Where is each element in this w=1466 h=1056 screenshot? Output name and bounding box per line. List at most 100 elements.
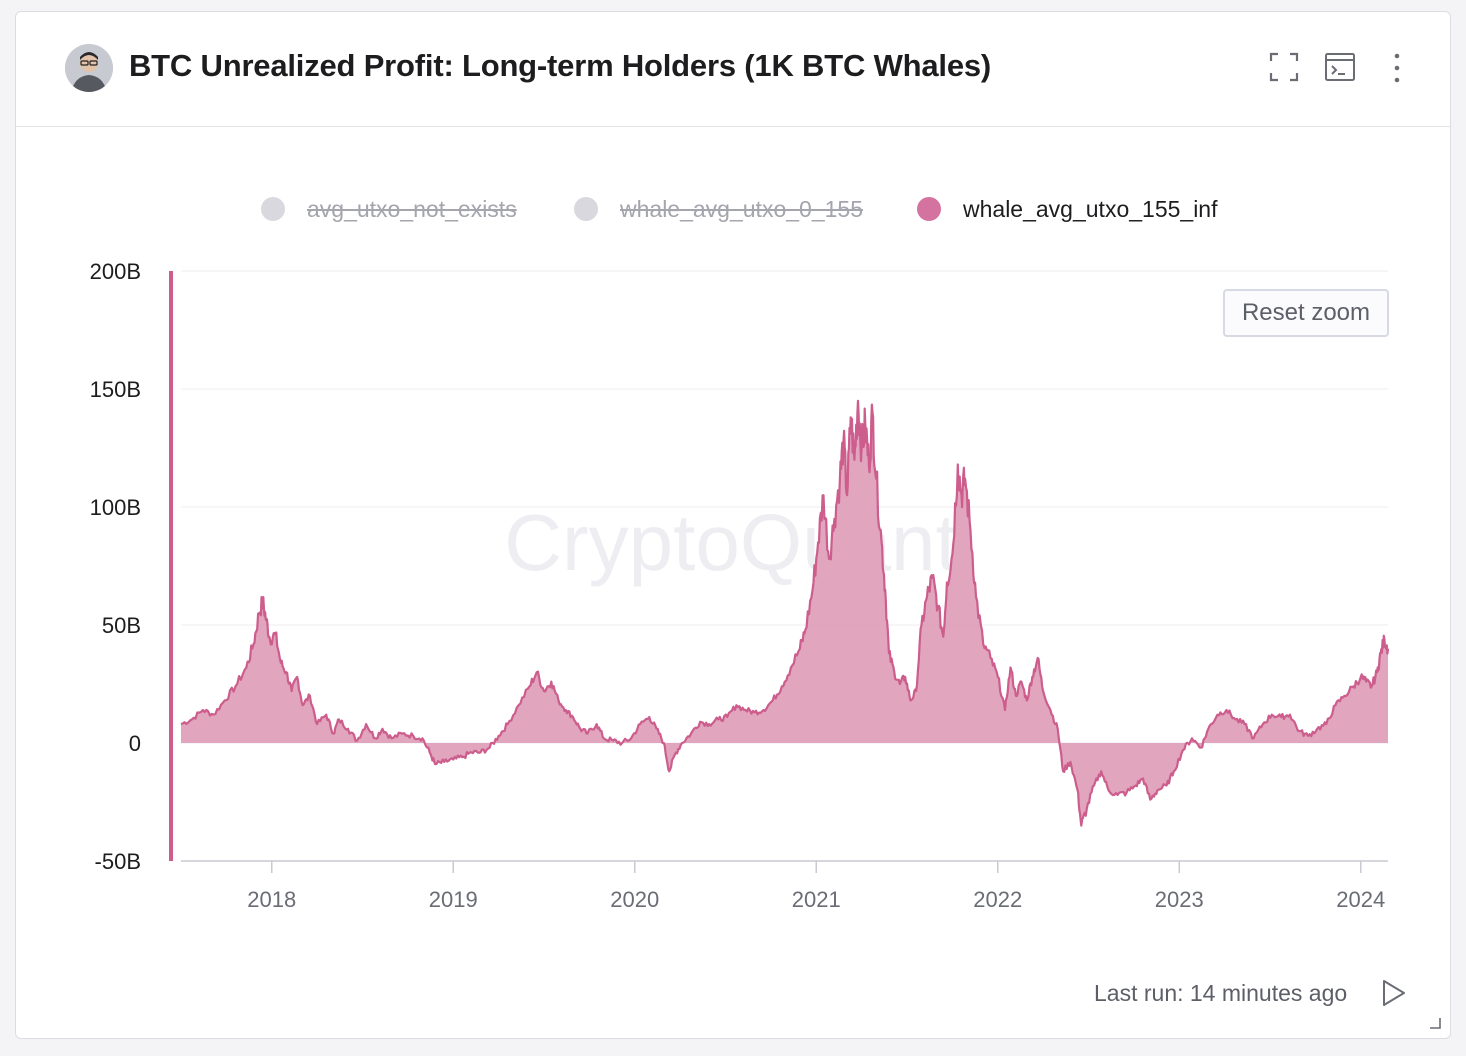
chart-card: BTC Unrealized Profit: Long-term Holders…	[15, 11, 1451, 1039]
x-tick-label: 2018	[247, 887, 296, 912]
reset-zoom-button[interactable]: Reset zoom	[1223, 289, 1389, 337]
data-point	[989, 657, 991, 659]
data-point	[470, 751, 472, 753]
data-point	[915, 690, 917, 692]
data-point	[1271, 714, 1273, 716]
x-tick-label: 2022	[973, 887, 1022, 912]
x-tick-label: 2024	[1336, 887, 1385, 912]
data-point	[957, 463, 959, 465]
data-point	[429, 751, 431, 753]
data-point	[1243, 723, 1245, 725]
data-point	[1009, 666, 1011, 668]
data-point	[1316, 728, 1318, 730]
resize-corner-icon	[1430, 1018, 1441, 1029]
data-point	[1225, 709, 1227, 711]
series-area	[181, 400, 1388, 826]
legend-item-whale-avg-utxo-0-155[interactable]: whale_avg_utxo_0_155	[574, 192, 863, 226]
legend-label: whale_avg_utxo_0_155	[620, 195, 863, 222]
data-point	[888, 652, 890, 654]
data-point	[864, 423, 866, 425]
x-tick-label: 2021	[792, 887, 841, 912]
data-point	[639, 723, 641, 725]
data-point	[850, 416, 852, 418]
data-point	[982, 643, 984, 645]
data-point	[595, 723, 597, 725]
legend-label: avg_utxo_not_exists	[307, 195, 517, 222]
data-point	[799, 647, 801, 649]
data-point	[1069, 761, 1071, 763]
avatar-image	[65, 44, 113, 92]
data-point	[753, 711, 755, 713]
more-options-button[interactable]	[1381, 50, 1415, 84]
data-point	[1015, 695, 1017, 697]
data-point	[517, 704, 519, 706]
data-point	[964, 478, 966, 480]
data-point	[1057, 728, 1059, 730]
data-point	[1031, 676, 1033, 678]
data-point	[1216, 714, 1218, 716]
data-point	[280, 662, 282, 664]
data-point	[1107, 789, 1109, 791]
data-point	[1165, 784, 1167, 786]
data-point	[274, 633, 276, 635]
data-point	[1325, 723, 1327, 725]
legend-dot-icon	[917, 197, 941, 221]
author-avatar[interactable]	[65, 44, 113, 92]
data-point	[969, 529, 971, 531]
data-point	[960, 494, 962, 496]
data-point	[550, 680, 552, 682]
data-point	[497, 735, 499, 737]
data-point	[655, 728, 657, 730]
data-point	[942, 636, 944, 638]
last-run-text: Last run: 14 minutes ago	[1094, 980, 1348, 1006]
data-point	[762, 709, 764, 711]
data-point	[674, 754, 676, 756]
data-point	[612, 739, 614, 741]
legend-item-avg-utxo-not-exists[interactable]: avg_utxo_not_exists	[261, 192, 517, 226]
data-point	[1360, 676, 1362, 678]
data-point	[926, 596, 928, 598]
fullscreen-button[interactable]	[1267, 50, 1301, 84]
chart-plot[interactable]: CryptoQuant 200B 150B 100B 50B 0 -50B 2018 2019 2…	[16, 12, 1452, 1040]
data-point	[1042, 690, 1044, 692]
data-point	[180, 723, 182, 725]
data-point	[1004, 709, 1006, 711]
data-point	[946, 581, 948, 583]
data-point	[860, 447, 862, 449]
watermark: CryptoQuant	[504, 498, 958, 587]
data-point	[213, 714, 215, 716]
data-point	[543, 690, 545, 692]
data-point	[880, 541, 882, 543]
run-query-button[interactable]	[1378, 978, 1408, 1008]
fullscreen-icon	[1269, 52, 1299, 82]
data-point	[853, 459, 855, 461]
data-point	[868, 463, 870, 465]
data-point	[1343, 695, 1345, 697]
data-point	[1037, 657, 1039, 659]
legend-dot-icon	[574, 197, 598, 221]
data-point	[285, 671, 287, 673]
data-point	[817, 541, 819, 543]
legend-item-whale-avg-utxo-155-inf[interactable]: whale_avg_utxo_155_inf	[917, 192, 1217, 226]
more-vertical-icon	[1394, 53, 1400, 83]
y-tick-label: 0	[129, 731, 141, 756]
data-point	[1289, 714, 1291, 716]
data-point	[479, 751, 481, 753]
data-point	[1371, 685, 1373, 687]
data-point	[909, 699, 911, 701]
data-point	[291, 690, 293, 692]
data-point	[681, 742, 683, 744]
data-point	[252, 643, 254, 645]
data-point	[1262, 723, 1264, 725]
data-point	[1280, 716, 1282, 718]
data-point	[744, 709, 746, 711]
data-point	[365, 723, 367, 725]
data-point	[1076, 789, 1078, 791]
x-tick-label: 2020	[610, 887, 659, 912]
data-point	[822, 494, 824, 496]
resize-handle[interactable]	[1428, 1016, 1442, 1030]
query-editor-button[interactable]	[1323, 50, 1357, 84]
data-point	[1156, 789, 1158, 791]
data-point	[726, 716, 728, 718]
data-point	[668, 770, 670, 772]
